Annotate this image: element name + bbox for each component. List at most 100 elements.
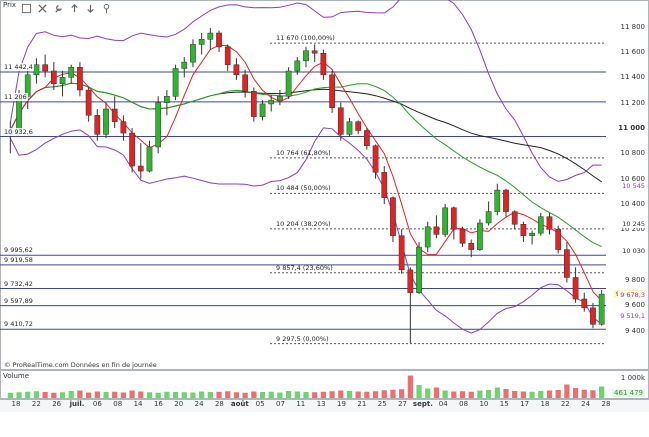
volume-label: Volume [3,372,30,380]
volume-bar [233,392,240,398]
fibonacci-label: 10 764 (61,80%) [276,148,331,157]
volume-bar [120,392,126,398]
candle-body [346,121,353,135]
candle-body [485,211,492,224]
volume-bar [442,390,448,398]
level-label: 9 597,89 [3,296,34,305]
volume-bar [181,392,187,398]
candle-body [120,121,127,134]
volume-bar [581,389,587,398]
candle-body [303,50,309,62]
volume-bar [146,392,153,398]
candle-body [372,145,379,173]
price-axis-tick: 11 600 [620,48,646,56]
candle-body [494,189,501,212]
volume-bar [477,390,483,398]
volume-bar [433,387,440,398]
candle-body [407,269,414,293]
bollinger-lower-line [9,127,603,334]
candle-body [381,172,388,198]
level-label: 10 932,6 [3,127,34,136]
volume-bar [129,390,135,398]
candle-body [259,103,266,117]
volume-bar [451,391,457,398]
date-tick: 24 [581,400,591,408]
candle-body [77,66,83,91]
volume-bar [486,390,492,398]
close-icon[interactable] [34,0,50,16]
price-label: Prix [3,1,17,9]
candle-body [111,108,118,122]
down-arrow-icon[interactable] [82,0,98,16]
candle-body [137,165,144,172]
candle-body [416,246,422,293]
date-tick: 26 [52,400,62,408]
candle-body [537,216,544,234]
volume-bar [77,390,83,398]
volume-bar [268,391,274,398]
price-axis-tick: 11 000 [618,124,645,132]
volume-bar [564,384,570,398]
date-tick: 22 [560,400,570,408]
volume-bar [399,389,405,398]
candle-body [190,44,196,63]
volume-bar [33,391,40,398]
fibonacci-label: 10 484 (50,00%) [276,184,331,193]
price-axis-tick: 11 800 [620,22,646,31]
candle-body [233,64,240,76]
volume-bar [51,392,57,398]
candle-body [50,70,57,84]
date-tick: 22 [31,400,41,408]
volume-bar [207,392,213,398]
fibonacci-label: 9 857,4 (23,60%) [276,263,333,272]
fibonacci-label: 10 204 (38,20%) [276,219,331,228]
volume-bar [199,391,205,398]
price-tag: 10 545 [620,181,647,190]
volume-bar [7,392,13,398]
checkbox-icon[interactable] [18,0,34,16]
volume-bar [225,391,231,398]
volume-bar [329,391,335,398]
date-tick: 25 [377,400,387,408]
volume-bar [407,375,413,398]
candle-body [503,189,509,212]
volume-bar [468,391,474,398]
date-tick: 20 [174,400,184,408]
pin-icon[interactable] [98,0,114,16]
volume-bar [216,391,222,398]
candle-body [207,32,214,40]
bollinger-upper-line [9,0,602,182]
up-arrow-icon[interactable] [66,0,82,16]
volume-bar [112,391,118,398]
volume-bar [68,391,74,398]
date-tick: août [230,400,249,408]
volume-bar [338,390,344,398]
fibonacci-label: 11 670 (100,00%) [276,34,335,43]
date-tick: 05 [255,400,265,408]
volume-axis-top: 1 000k [620,374,645,382]
candle-body [59,77,66,84]
candle-body [277,96,283,101]
candle-body [129,132,135,167]
level-label: 11 206 [3,92,28,101]
volume-bar [372,391,379,398]
price-tag: 10 030 [620,246,647,255]
date-tick: 18 [11,400,21,408]
date-tick: 11 [296,400,306,408]
volume-bar [512,391,518,398]
candle-body [442,207,448,235]
candle-body [546,216,553,230]
candle-body [250,91,257,117]
candle-body [590,307,596,325]
price-tag: 10 245 [620,219,647,228]
volume-bar [390,389,396,398]
wrench-icon[interactable] [50,0,66,16]
volume-bar [242,392,248,398]
volume-bar [303,392,309,398]
volume-bar [572,388,579,398]
volume-bar [599,386,605,398]
volume-bar [164,391,170,398]
date-tick: 28 [214,400,224,408]
volume-bar [312,392,318,398]
